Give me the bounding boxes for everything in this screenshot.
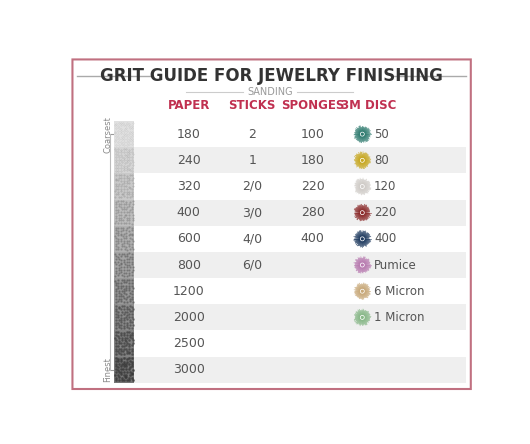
Text: 6 Micron: 6 Micron [374, 285, 425, 298]
Text: 600: 600 [177, 232, 201, 246]
Text: 3000: 3000 [173, 363, 205, 376]
Text: 1: 1 [249, 154, 256, 167]
Text: GRIT GUIDE FOR JEWELRY FINISHING: GRIT GUIDE FOR JEWELRY FINISHING [100, 67, 443, 85]
Circle shape [361, 159, 363, 161]
Circle shape [360, 211, 364, 214]
Text: Coarsest: Coarsest [103, 116, 112, 153]
Circle shape [361, 133, 363, 135]
Text: 280: 280 [301, 206, 325, 219]
Circle shape [361, 290, 363, 292]
Bar [114, 226, 135, 252]
Text: 1200: 1200 [173, 285, 205, 298]
Text: 400: 400 [177, 206, 201, 219]
Circle shape [361, 317, 363, 318]
Bar [135, 147, 466, 174]
Text: 180: 180 [301, 154, 325, 167]
Bar [114, 200, 135, 226]
Text: 100: 100 [301, 127, 325, 141]
Bar [114, 330, 135, 357]
Text: 50: 50 [374, 127, 388, 141]
Text: 320: 320 [177, 180, 200, 193]
Circle shape [360, 132, 364, 136]
Text: 120: 120 [374, 180, 396, 193]
Bar [114, 278, 135, 304]
Circle shape [360, 289, 364, 293]
Circle shape [361, 212, 363, 214]
Bar [114, 121, 135, 147]
Text: 240: 240 [177, 154, 200, 167]
Text: 4/0: 4/0 [242, 232, 262, 246]
Text: Finest: Finest [103, 357, 112, 382]
Bar [135, 252, 466, 278]
Text: 3M DISC: 3M DISC [341, 99, 396, 112]
Text: 400: 400 [301, 232, 325, 246]
Circle shape [360, 185, 364, 188]
Text: SPONGES: SPONGES [281, 99, 344, 112]
Circle shape [360, 316, 364, 319]
Bar [114, 174, 135, 200]
Bar [114, 147, 135, 174]
Bar [114, 304, 135, 330]
Bar [135, 304, 466, 330]
Bar [135, 357, 466, 383]
Text: 220: 220 [374, 206, 396, 219]
Text: 2: 2 [249, 127, 256, 141]
Text: 3/0: 3/0 [242, 206, 262, 219]
Text: PAPER: PAPER [167, 99, 210, 112]
Circle shape [360, 237, 364, 241]
Text: Pumice: Pumice [374, 258, 417, 272]
Text: 1 Micron: 1 Micron [374, 311, 425, 324]
Text: 180: 180 [177, 127, 201, 141]
Bar [135, 200, 466, 226]
Text: 6/0: 6/0 [242, 258, 262, 272]
Circle shape [361, 186, 363, 187]
Circle shape [361, 264, 363, 266]
Circle shape [361, 238, 363, 240]
Bar [114, 357, 135, 383]
Text: STICKS: STICKS [228, 99, 276, 112]
Text: 2/0: 2/0 [242, 180, 262, 193]
Text: 800: 800 [176, 258, 201, 272]
Circle shape [360, 159, 364, 162]
Text: 220: 220 [301, 180, 324, 193]
Text: 80: 80 [374, 154, 388, 167]
Text: 2000: 2000 [173, 311, 205, 324]
Text: 2500: 2500 [173, 337, 205, 350]
Text: 400: 400 [374, 232, 396, 246]
Text: SANDING: SANDING [248, 87, 293, 97]
Circle shape [360, 263, 364, 267]
Bar [114, 252, 135, 278]
